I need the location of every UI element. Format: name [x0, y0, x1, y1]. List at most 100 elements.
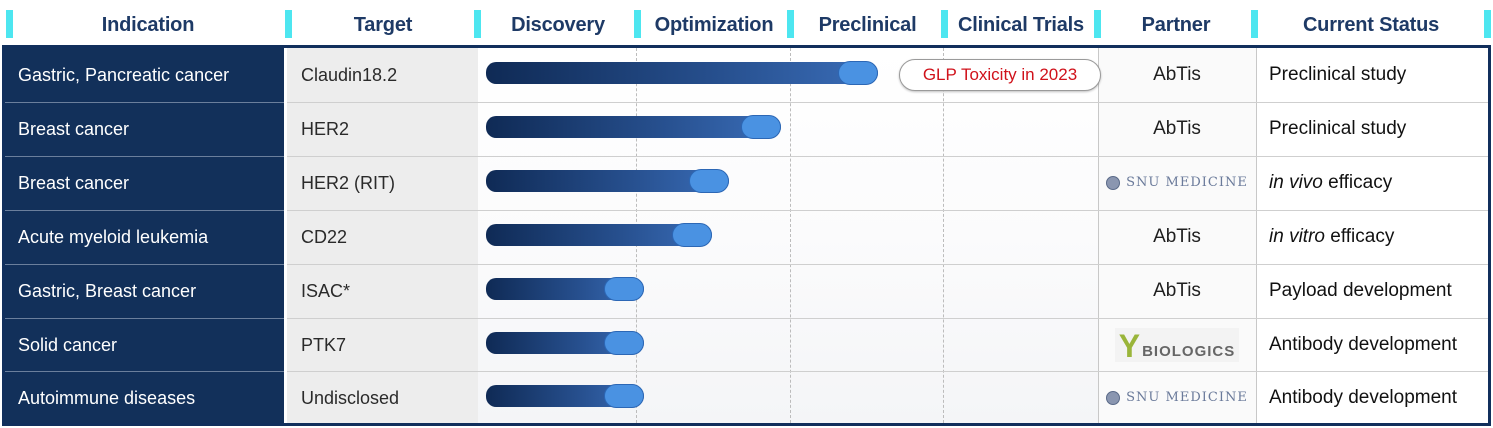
row-divider [287, 264, 1488, 265]
stage-divider [790, 48, 791, 423]
header-accent [941, 10, 948, 38]
target-cell: HER2 [301, 119, 350, 139]
progress-bar [486, 331, 645, 355]
column-divider [1256, 48, 1257, 423]
target-cell: ISAC* [301, 281, 351, 301]
partner-logo-text: BIOLOGICS [1142, 343, 1236, 360]
header-clinical-trials: Clinical Trials [958, 14, 1084, 36]
indication-column [5, 48, 284, 423]
table-row: Gastric, Pancreatic cancer Claudin18.2 A… [5, 48, 1488, 102]
column-divider [1098, 48, 1099, 423]
header-accent [474, 10, 481, 38]
partner-cell: AbTis [1153, 226, 1201, 247]
header-indication: Indication [101, 14, 195, 36]
status-cell: in vivo efficacy [1269, 156, 1392, 210]
table-row: Gastric, Breast cancer ISAC* AbTis Paylo… [5, 264, 1488, 318]
status-rest: efficacy [1322, 172, 1393, 193]
indication-cell: Gastric, Pancreatic cancer [18, 65, 230, 85]
table-row: Breast cancer HER2 AbTis Preclinical stu… [5, 102, 1488, 156]
progress-bar [486, 61, 879, 85]
status-cell: Antibody development [1269, 387, 1458, 408]
table-row: Acute myeloid leukemia CD22 AbTis in vit… [5, 210, 1488, 264]
header-partner: Partner [1141, 14, 1211, 36]
indication-cell: Gastric, Breast cancer [18, 281, 197, 301]
target-cell: Undisclosed [301, 388, 400, 408]
status-italic: in vivo [1269, 172, 1323, 193]
snu-medicine-logo: SNU MEDICINE [1106, 371, 1248, 425]
partner-cell: SNU MEDICINE [1098, 156, 1256, 210]
row-divider [5, 102, 284, 103]
status-column [1257, 48, 1488, 423]
header-accent [1094, 10, 1101, 38]
stage-divider [943, 48, 944, 423]
glp-toxicity-badge: GLP Toxicity in 2023 [899, 59, 1101, 91]
status-cell: Antibody development [1269, 334, 1458, 355]
progress-bar-cap [689, 169, 730, 193]
row-divider [5, 156, 284, 157]
progress-bar-cap [838, 61, 879, 85]
header-accent [285, 10, 292, 38]
indication-cell: Autoimmune diseases [18, 388, 196, 408]
target-column [287, 48, 478, 423]
row-divider [287, 318, 1488, 319]
progress-bar-cap [604, 331, 645, 355]
indication-cell: Acute myeloid leukemia [18, 227, 209, 247]
header-accent [1251, 10, 1258, 38]
y-logo-icon: Y [1118, 328, 1141, 364]
table-row: Autoimmune diseases Undisclosed SNU MEDI… [5, 371, 1488, 425]
partner-cell: AbTis [1153, 64, 1201, 85]
progress-bar-cap [672, 223, 713, 247]
row-divider [5, 318, 284, 319]
progress-bar-cap [604, 277, 645, 301]
status-italic: in vitro [1269, 226, 1325, 247]
partner-cell: SNU MEDICINE [1098, 371, 1256, 425]
row-divider [5, 371, 284, 372]
progress-bar [486, 384, 645, 408]
partner-cell: Y BIOLOGICS [1098, 318, 1256, 372]
row-divider [5, 264, 284, 265]
biologics-logo: Y BIOLOGICS [1114, 328, 1240, 364]
header-current-status: Current Status [1302, 14, 1440, 36]
progress-bar [486, 169, 730, 193]
row-divider [5, 210, 284, 211]
header-target: Target [353, 14, 413, 36]
partner-cell: AbTis [1153, 118, 1201, 139]
status-cell: in vitro efficacy [1269, 210, 1394, 264]
status-cell: Payload development [1269, 280, 1452, 301]
header-accent [6, 10, 13, 38]
table-header: Indication Target Discovery Optimization… [0, 0, 1493, 46]
target-cell: PTK7 [301, 335, 347, 355]
progress-bar-cap [741, 115, 782, 139]
row-divider [287, 210, 1488, 211]
status-rest: efficacy [1324, 226, 1395, 247]
status-cell: Preclinical study [1269, 118, 1407, 139]
row-divider [287, 102, 1488, 103]
seal-icon [1106, 176, 1121, 190]
progress-bar [486, 277, 645, 301]
snu-medicine-logo: SNU MEDICINE [1106, 156, 1248, 210]
row-divider [287, 371, 1488, 372]
progress-bar [486, 223, 713, 247]
indication-cell: Breast cancer [18, 173, 130, 193]
progress-bar-cap [604, 384, 645, 408]
table-row: Solid cancer PTK7 Y BIOLOGICS Antibody de… [5, 318, 1488, 372]
header-accent [634, 10, 641, 38]
target-cell: CD22 [301, 227, 348, 247]
header-preclinical: Preclinical [818, 14, 917, 36]
seal-icon [1106, 391, 1121, 405]
partner-logo-text: SNU MEDICINE [1126, 390, 1248, 405]
target-cell: Claudin18.2 [301, 65, 398, 85]
table-row: Breast cancer HER2 (RIT) SNU MEDICINE in… [5, 156, 1488, 210]
indication-cell: Solid cancer [18, 335, 118, 355]
header-optimization: Optimization [654, 14, 774, 36]
header-accent [1484, 10, 1491, 38]
indication-cell: Breast cancer [18, 119, 130, 139]
partner-logo-text: SNU MEDICINE [1126, 175, 1248, 190]
partner-cell: AbTis [1153, 280, 1201, 301]
header-accent [787, 10, 794, 38]
progress-bar [486, 115, 782, 139]
target-cell: HER2 (RIT) [301, 173, 395, 193]
row-divider [287, 156, 1488, 157]
status-cell: Preclinical study [1269, 64, 1407, 85]
header-discovery: Discovery [511, 14, 605, 36]
